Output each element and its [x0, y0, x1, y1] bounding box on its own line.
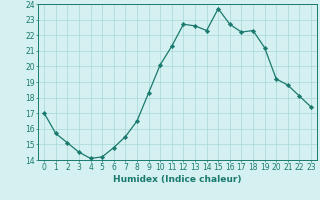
- X-axis label: Humidex (Indice chaleur): Humidex (Indice chaleur): [113, 175, 242, 184]
